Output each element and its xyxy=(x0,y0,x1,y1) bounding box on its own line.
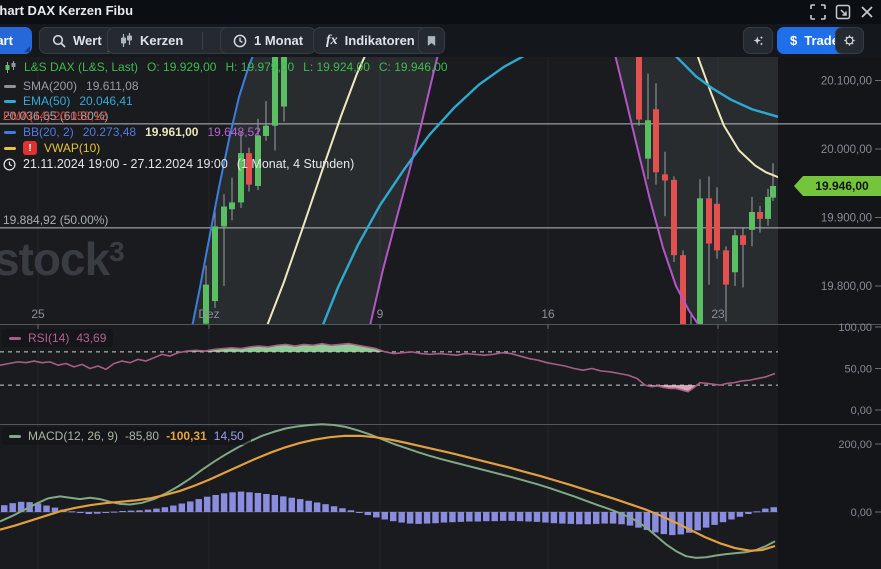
svg-text:0,00: 0,00 xyxy=(851,507,872,519)
candles xyxy=(203,57,776,324)
chart-type-button[interactable]: Chart xyxy=(0,27,32,54)
svg-text:19.900,00: 19.900,00 xyxy=(821,213,872,225)
stock3-watermark: stock3 xyxy=(0,233,125,285)
magic-settings-button[interactable] xyxy=(743,27,773,54)
svg-text:0,00: 0,00 xyxy=(851,405,872,417)
legend-ema50: EMA(50) 20.046,41 xyxy=(4,94,133,108)
indicator-lines xyxy=(191,57,778,324)
clock-icon xyxy=(3,157,16,171)
vwap-color-dash-icon xyxy=(4,146,16,150)
sma200-color-dash-icon xyxy=(4,84,16,88)
svg-text:200,00: 200,00 xyxy=(838,439,872,451)
close-icon[interactable] xyxy=(859,4,875,20)
fib-level-618-label: 20.036,65 (61.80%) xyxy=(3,108,109,123)
ohlc-open: O: 19.929,00 xyxy=(147,60,217,74)
pane-separators xyxy=(0,324,881,425)
trade-button[interactable]: $ Trade xyxy=(777,27,852,54)
bookmark-icon xyxy=(427,35,436,46)
svg-text:Dez: Dez xyxy=(198,307,219,321)
svg-text:50,00: 50,00 xyxy=(844,364,872,376)
search-icon xyxy=(52,34,66,48)
popout-icon[interactable] xyxy=(835,4,851,20)
rsi-pane: 100,00 50,00 0,00 xyxy=(0,322,881,417)
ohlc-high: H: 19.979,00 xyxy=(225,60,295,74)
legend-instrument: L&S DAX (L&S, Last) O: 19.929,00 H: 19.9… xyxy=(4,60,448,74)
macd-color-dash-icon xyxy=(9,434,21,438)
ema50-color-dash-icon xyxy=(4,99,16,103)
fib-level-50-label: 19.884,92 (50.00%) xyxy=(3,212,109,227)
legend-sma200: SMA(200) 19.611,08 xyxy=(4,79,139,93)
week-gridlines xyxy=(37,57,719,569)
legend-vwap: ! VWAP(10) xyxy=(4,141,100,155)
window-titlebar: Chart DAX Kerzen Fibu xyxy=(0,0,881,24)
fullscreen-icon[interactable] xyxy=(810,4,826,20)
legend-macd: MACD(12, 26, 9) -85,80 -100,31 14,50 xyxy=(2,427,251,445)
legend-red-indicator: EMA(14) 20.052,12 xyxy=(3,108,108,123)
svg-text:23: 23 xyxy=(711,307,725,321)
bb-color-dash-icon xyxy=(4,130,16,134)
price-axis: 20.100,00 20.000,00 19.900,00 19.800,00 xyxy=(821,76,881,293)
svg-text:25: 25 xyxy=(31,307,45,321)
indicators-button[interactable]: fx Indikatoren xyxy=(313,27,428,54)
symbol-search-button[interactable]: Wert xyxy=(39,27,115,54)
rsi-color-dash-icon xyxy=(9,336,21,340)
group-divider xyxy=(202,32,204,49)
svg-text:100,00: 100,00 xyxy=(838,322,872,334)
macd-pane: 200,00 0,00 xyxy=(0,423,881,559)
svg-text:19.800,00: 19.800,00 xyxy=(821,281,872,293)
macd-value: -85,80 xyxy=(125,429,160,443)
fx-icon: fx xyxy=(326,32,338,48)
legend-rsi: RSI(14) 43,69 xyxy=(2,329,114,347)
ohlc-close: C: 19.946,00 xyxy=(378,60,448,74)
svg-text:20.000,00: 20.000,00 xyxy=(821,144,872,156)
instrument-name: L&S DAX (L&S, Last) xyxy=(24,60,139,74)
candle-style-button[interactable]: Kerzen xyxy=(108,28,195,53)
svg-text:20.100,00: 20.100,00 xyxy=(821,76,872,88)
window-title: Chart DAX Kerzen Fibu xyxy=(0,3,134,18)
legend-time-range: 21.11.2024 19:00 - 27.12.2024 19:00 (1 M… xyxy=(3,157,354,171)
legend-bollinger: BB(20, 2) 20.273,48 19.961,00 19.648,52 xyxy=(4,125,261,139)
range-button[interactable]: 1 Monat xyxy=(220,27,317,54)
vwap-warning-icon[interactable]: ! xyxy=(23,141,37,155)
toolbar: Chart Wert Kerzen 4h xyxy=(0,24,881,57)
settings-button[interactable] xyxy=(835,27,864,54)
svg-text:16: 16 xyxy=(541,307,555,321)
bookmark-button[interactable] xyxy=(418,27,445,54)
ohlc-low: L: 19.924,00 xyxy=(303,60,370,74)
candlestick-icon xyxy=(5,60,16,73)
svg-text:9: 9 xyxy=(377,307,384,321)
macd-hist-value: 14,50 xyxy=(213,429,244,443)
gear-icon xyxy=(844,35,855,46)
macd-signal-value: -100,31 xyxy=(166,429,207,443)
clock-icon xyxy=(233,34,247,47)
candles-icon xyxy=(121,33,132,47)
dollar-icon: $ xyxy=(790,33,798,48)
sparkle-icon xyxy=(753,36,763,45)
last-price-tag: 19.946,00 xyxy=(794,175,881,196)
